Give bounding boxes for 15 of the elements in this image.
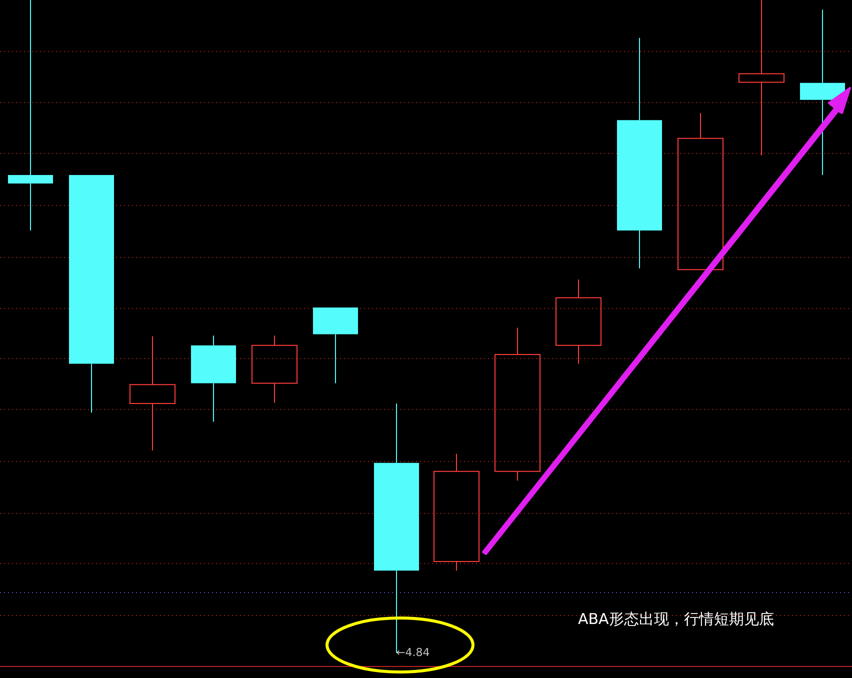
candlestick <box>800 9 846 176</box>
candlestick <box>312 308 358 384</box>
candlestick <box>433 453 480 572</box>
candlestick <box>190 335 236 422</box>
candlestick <box>555 278 602 364</box>
candlestick <box>251 335 298 404</box>
annotation: ABA形态出现，行情短期见底 <box>578 610 774 628</box>
candlestick <box>738 0 785 156</box>
candlestick <box>8 0 54 231</box>
candlestick <box>129 336 176 452</box>
candlestick <box>616 37 662 269</box>
candlestick <box>494 327 541 482</box>
candlestick <box>68 174 114 414</box>
candlestick <box>677 112 724 270</box>
annotation: ←4.84 <box>396 646 430 659</box>
